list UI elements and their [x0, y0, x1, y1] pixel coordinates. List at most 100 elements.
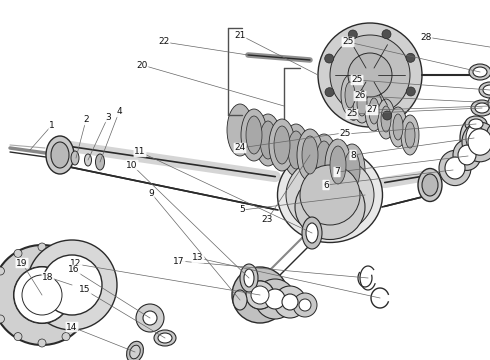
Ellipse shape	[316, 141, 332, 179]
Ellipse shape	[126, 341, 144, 360]
Circle shape	[143, 311, 157, 325]
Circle shape	[246, 281, 274, 309]
Text: 23: 23	[261, 216, 273, 225]
Text: 15: 15	[79, 285, 91, 294]
Ellipse shape	[344, 151, 360, 189]
Ellipse shape	[479, 82, 490, 98]
Ellipse shape	[130, 345, 140, 359]
Ellipse shape	[246, 116, 262, 154]
Text: 9: 9	[148, 189, 154, 198]
Circle shape	[27, 240, 117, 330]
Text: 17: 17	[173, 256, 185, 266]
Circle shape	[79, 315, 88, 323]
Circle shape	[406, 87, 416, 96]
FancyArrowPatch shape	[63, 166, 275, 210]
Text: 10: 10	[126, 161, 138, 170]
Circle shape	[299, 299, 311, 311]
Text: 28: 28	[420, 32, 432, 41]
Ellipse shape	[154, 330, 176, 346]
Circle shape	[318, 23, 422, 127]
Ellipse shape	[302, 217, 322, 249]
Ellipse shape	[381, 106, 391, 132]
FancyArrowPatch shape	[385, 175, 427, 183]
Circle shape	[136, 304, 164, 332]
Ellipse shape	[300, 165, 360, 225]
Text: 6: 6	[323, 180, 329, 189]
Ellipse shape	[422, 174, 438, 196]
Text: 14: 14	[66, 323, 78, 332]
Text: 3: 3	[105, 112, 111, 122]
Ellipse shape	[369, 98, 379, 124]
Ellipse shape	[471, 100, 490, 116]
Ellipse shape	[158, 333, 172, 343]
Ellipse shape	[460, 117, 490, 159]
Text: 13: 13	[192, 253, 204, 262]
Circle shape	[14, 267, 70, 323]
Circle shape	[14, 333, 22, 341]
Circle shape	[22, 275, 62, 315]
Circle shape	[293, 293, 317, 317]
Circle shape	[86, 291, 94, 299]
Circle shape	[251, 286, 269, 304]
Text: 25: 25	[339, 130, 351, 139]
Text: 27: 27	[367, 105, 378, 114]
Ellipse shape	[84, 154, 92, 166]
Ellipse shape	[260, 121, 276, 159]
Ellipse shape	[233, 290, 247, 310]
Text: 20: 20	[136, 60, 147, 69]
Circle shape	[0, 267, 4, 275]
Ellipse shape	[306, 223, 318, 243]
Ellipse shape	[469, 64, 490, 80]
Text: 25: 25	[346, 109, 358, 118]
Ellipse shape	[462, 122, 490, 162]
Ellipse shape	[283, 124, 309, 176]
Ellipse shape	[469, 119, 483, 129]
Text: 11: 11	[134, 148, 146, 157]
Circle shape	[79, 267, 88, 275]
FancyArrowPatch shape	[385, 196, 427, 206]
Ellipse shape	[357, 90, 367, 116]
Ellipse shape	[405, 122, 415, 148]
Text: 12: 12	[70, 260, 82, 269]
Ellipse shape	[345, 82, 355, 108]
Ellipse shape	[71, 151, 79, 165]
Text: 21: 21	[234, 31, 245, 40]
Ellipse shape	[269, 119, 295, 171]
Circle shape	[382, 30, 391, 39]
Ellipse shape	[286, 156, 374, 234]
Text: 24: 24	[234, 144, 245, 153]
Ellipse shape	[418, 168, 442, 202]
Text: 18: 18	[42, 273, 54, 282]
Circle shape	[62, 249, 70, 257]
Ellipse shape	[353, 83, 371, 123]
Ellipse shape	[330, 146, 346, 184]
Circle shape	[325, 54, 334, 63]
Circle shape	[62, 333, 70, 341]
Ellipse shape	[302, 136, 318, 174]
Circle shape	[0, 245, 92, 345]
Circle shape	[232, 267, 288, 323]
Ellipse shape	[227, 104, 253, 156]
Ellipse shape	[377, 99, 395, 139]
Text: 4: 4	[116, 108, 122, 117]
Ellipse shape	[458, 145, 476, 165]
Circle shape	[255, 279, 295, 319]
Ellipse shape	[244, 269, 254, 287]
Text: 8: 8	[350, 150, 356, 159]
Ellipse shape	[453, 140, 481, 170]
Circle shape	[406, 53, 415, 62]
Text: 16: 16	[68, 266, 80, 274]
Circle shape	[14, 249, 22, 257]
Circle shape	[383, 111, 392, 120]
FancyArrowPatch shape	[385, 175, 427, 183]
Ellipse shape	[475, 103, 489, 113]
Circle shape	[330, 35, 410, 115]
Ellipse shape	[297, 129, 323, 181]
Ellipse shape	[339, 144, 365, 196]
Text: 7: 7	[334, 167, 340, 176]
Ellipse shape	[46, 136, 74, 174]
Text: 26: 26	[354, 91, 366, 100]
Ellipse shape	[465, 116, 487, 132]
Ellipse shape	[241, 109, 267, 161]
Ellipse shape	[311, 134, 337, 186]
